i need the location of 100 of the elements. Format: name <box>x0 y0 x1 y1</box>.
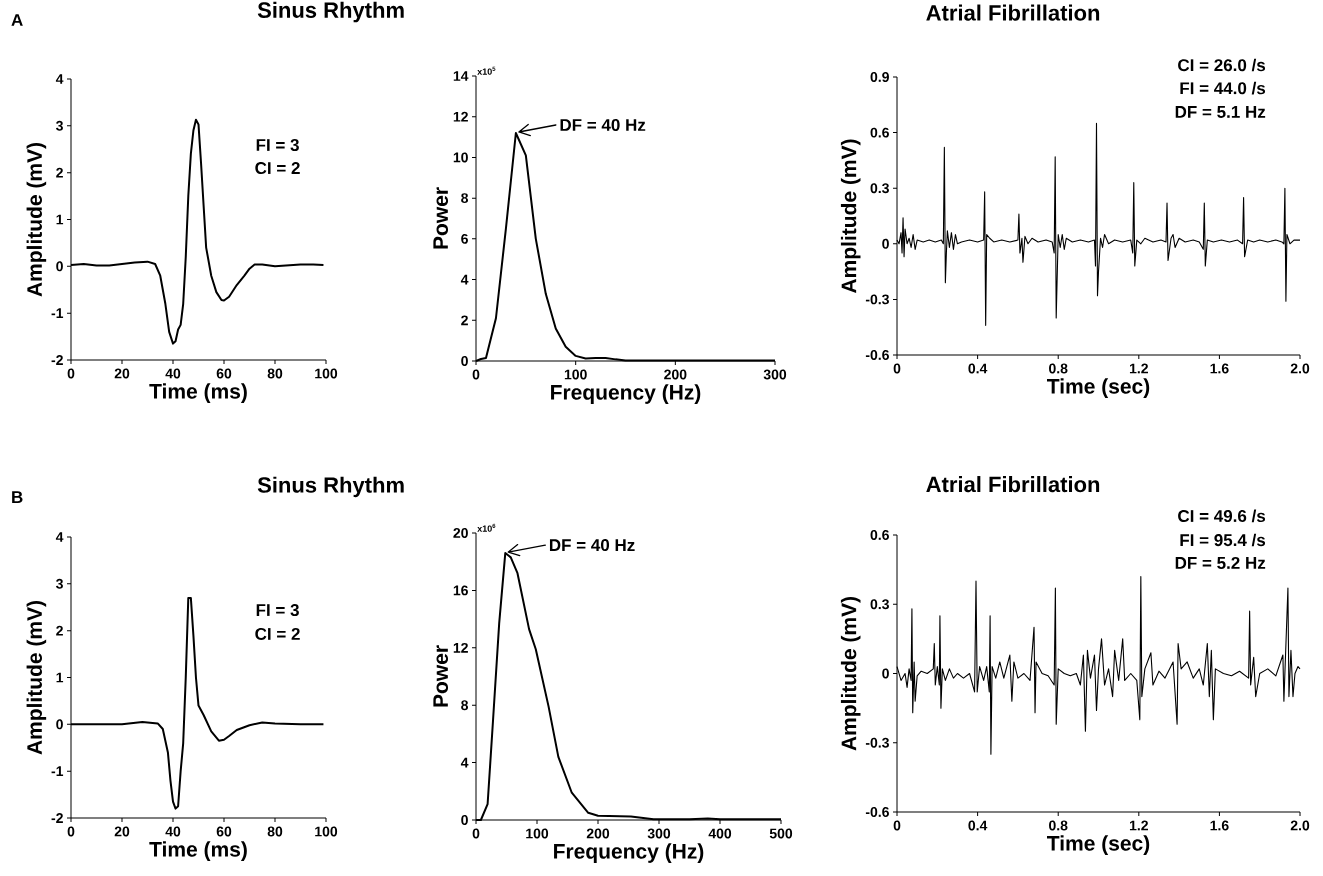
y-tick-label: -1 <box>51 308 64 318</box>
y-tick-label: 2 <box>56 167 63 178</box>
text: CI = 26.0 /s <box>1178 58 1266 72</box>
x-tick-label: 80 <box>267 826 283 837</box>
y-tick-label: 8 <box>461 193 469 204</box>
x-tick-label: 60 <box>216 826 232 837</box>
x-tick-label: 2.0 <box>1290 820 1310 831</box>
annotation: DF = 5.1 Hz <box>1175 106 1266 118</box>
text: CI = 49.6 /s <box>1178 509 1266 523</box>
x-tick-label: 20 <box>114 826 130 837</box>
x-tick-label: 0 <box>67 368 75 379</box>
x-tick-label: 500 <box>769 828 793 839</box>
y-tick-label: -0.6 <box>865 807 889 817</box>
x-tick-label: 80 <box>267 368 283 379</box>
text: B <box>12 491 23 503</box>
annotation: FI = 95.4 /s <box>1180 533 1266 547</box>
annotation: DF = 40 Hz <box>560 118 646 132</box>
x-axis-title: Time (sec) <box>1047 378 1150 398</box>
x-tick-label: 40 <box>165 826 181 837</box>
x-tick-label: 200 <box>586 828 610 839</box>
x-tick-label: 1.2 <box>1129 820 1148 831</box>
y-tick-label: 0.6 <box>870 530 889 540</box>
y-tick-label: 0.6 <box>870 127 889 138</box>
x-tick-label: 20 <box>114 368 130 379</box>
annotation: FI = 44.0 /s <box>1180 81 1266 95</box>
y-axis-title: Amplitude (mV) <box>840 139 861 294</box>
y-tick-label: 4 <box>55 74 64 84</box>
y-tick-label: 0.3 <box>870 599 889 610</box>
y-tick-label: -1 <box>51 766 64 776</box>
annotation: FI = 3 <box>256 139 299 152</box>
y-axis-title: Amplitude (mV) <box>26 142 47 297</box>
y-tick-label: 3 <box>56 120 63 131</box>
chart-title: Sinus Rhythm <box>257 1 404 23</box>
y-tick-label: 0 <box>882 668 889 679</box>
x-tick-label: 100 <box>564 369 587 380</box>
y-tick-label: 4 <box>55 532 64 542</box>
x-tick-label: 100 <box>315 826 338 837</box>
x-axis-title: Time (ms) <box>149 383 247 403</box>
y-tick-label: -0.6 <box>865 350 889 360</box>
y-tick-label: 1 <box>56 214 64 225</box>
y-tick-label: 12 <box>453 111 468 122</box>
x-tick-label: 40 <box>165 368 181 379</box>
y-tick-label: 20 <box>453 528 468 538</box>
annotation: FI = 3 <box>256 604 299 617</box>
x-tick-label: 0 <box>67 826 75 837</box>
y-tick-label: 6 <box>461 233 468 244</box>
text: x10$^{5}$ <box>477 66 496 75</box>
x-tick-label: 0.4 <box>968 820 988 831</box>
y-tick-label: -0.3 <box>865 294 889 305</box>
x-tick-label: 1.6 <box>1210 363 1229 374</box>
y-axis-title: Amplitude (mV) <box>840 596 861 751</box>
x-tick-label: 400 <box>708 828 732 839</box>
chart-title: Sinus Rhythm <box>257 476 404 498</box>
x-axis-title: Frequency (Hz) <box>551 384 701 404</box>
y-axis-title: Power <box>433 187 449 249</box>
annotation: DF = 40 Hz <box>549 539 635 552</box>
text: A <box>11 14 23 26</box>
x-tick-label: 300 <box>763 369 787 380</box>
chart-title: Atrial Fibrillation <box>926 476 1100 493</box>
annotation: CI = 2 <box>255 627 300 640</box>
y-tick-label: 0.9 <box>870 72 889 82</box>
y-tick-label: 12 <box>453 642 468 653</box>
y-tick-label: 4 <box>460 757 469 768</box>
x-tick-label: 0 <box>472 369 480 380</box>
x-tick-label: 100 <box>315 368 338 379</box>
y-tick-label: 14 <box>453 71 469 81</box>
x-tick-label: 2.0 <box>1290 363 1310 374</box>
x-axis-title: Time (ms) <box>149 841 247 861</box>
y-tick-label: 10 <box>453 152 468 163</box>
y-tick-label: 2 <box>461 315 468 326</box>
y-tick-label: -2 <box>51 813 63 823</box>
y-tick-label: 0 <box>461 356 468 366</box>
y-tick-label: 0.3 <box>870 183 889 194</box>
y-tick-label: -2 <box>51 355 63 365</box>
y-tick-label: -0.3 <box>865 737 889 748</box>
y-tick-label: 2 <box>56 625 63 636</box>
x-tick-label: 0 <box>893 820 901 831</box>
x-tick-label: 0 <box>893 363 901 374</box>
y-axis-title: Power <box>433 645 449 707</box>
x-tick-label: 0.4 <box>968 363 988 374</box>
x-tick-label: 100 <box>526 828 549 839</box>
y-tick-label: 4 <box>460 274 469 285</box>
x-tick-label: 0.8 <box>1049 363 1068 374</box>
x-tick-label: 200 <box>664 369 687 380</box>
y-tick-label: 1 <box>56 672 64 683</box>
x-tick-label: 0.8 <box>1049 820 1068 831</box>
y-tick-label: 3 <box>56 578 63 589</box>
x-tick-label: 1.2 <box>1129 363 1148 374</box>
y-tick-label: 8 <box>461 700 469 711</box>
y-tick-label: 0 <box>56 261 63 272</box>
annotation: CI = 2 <box>255 162 300 175</box>
x-tick-label: 300 <box>647 828 671 839</box>
y-tick-label: 16 <box>453 585 468 596</box>
x-axis-title: Frequency (Hz) <box>554 843 704 863</box>
x-tick-label: 1.6 <box>1210 820 1229 831</box>
y-axis-title: Amplitude (mV) <box>26 600 47 755</box>
y-tick-label: 0 <box>56 719 63 730</box>
chart-title: Atrial Fibrillation <box>926 4 1100 21</box>
x-tick-label: 60 <box>216 368 232 379</box>
y-tick-label: 0 <box>882 238 889 249</box>
